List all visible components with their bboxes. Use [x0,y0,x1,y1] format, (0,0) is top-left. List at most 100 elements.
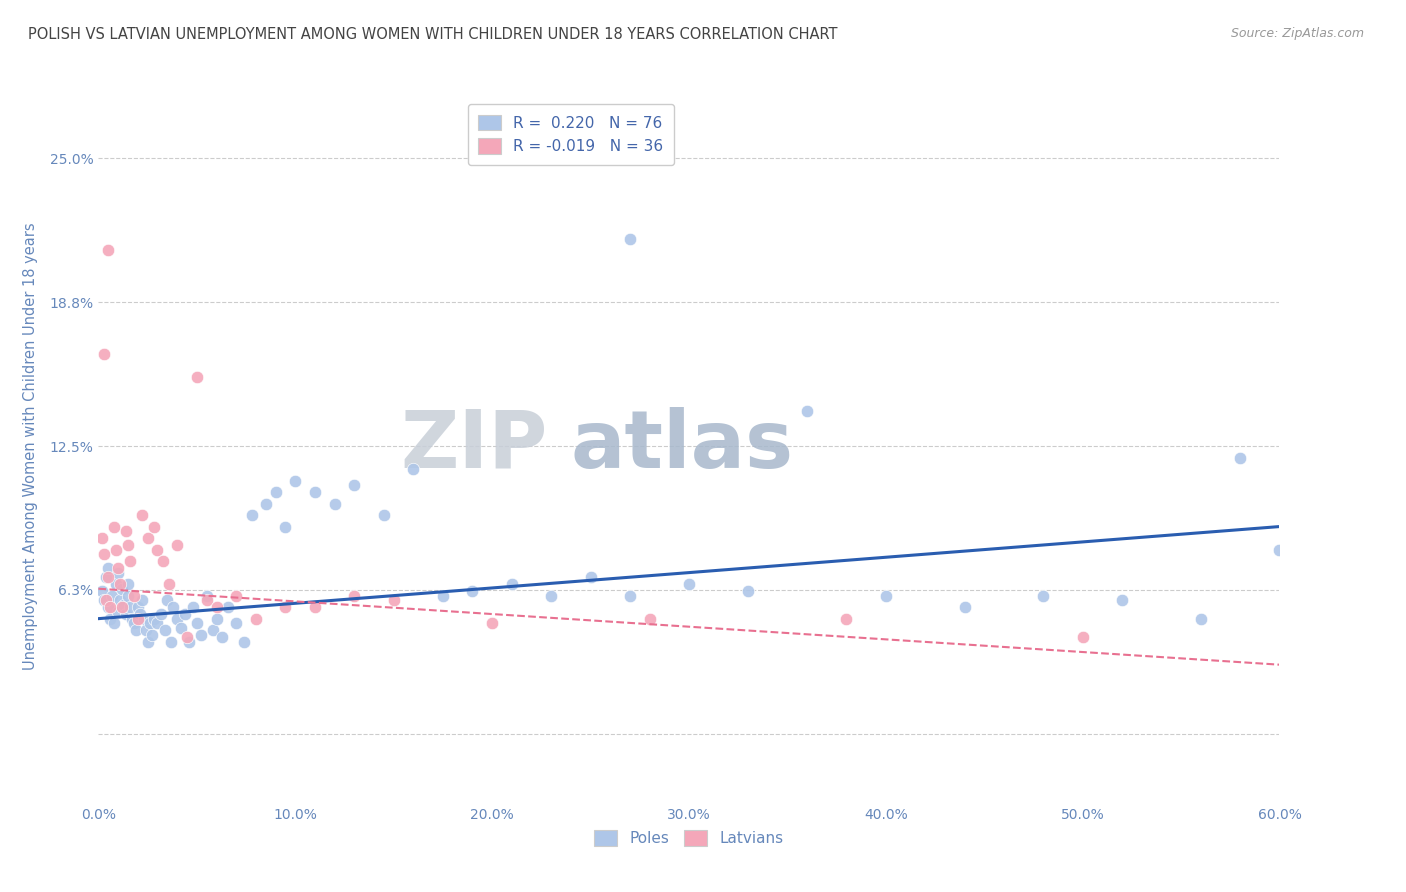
Point [1268,542,1291,557]
Y-axis label: Unemployment Among Women with Children Under 18 years: Unemployment Among Women with Children U… [24,222,38,670]
Point [108,577,131,591]
Point [195,589,218,603]
Point [304,600,326,615]
Point [402,462,425,476]
Point [160,634,183,648]
Point [166,538,188,552]
Point [96,593,118,607]
Point [122,616,145,631]
Point [141,628,163,642]
Point [176,630,198,644]
Point [91,584,114,599]
Point [737,584,759,599]
Point [131,593,153,607]
Point [343,589,366,603]
Point [205,612,228,626]
Point [835,612,858,626]
Point [162,600,184,615]
Point [678,577,700,591]
Point [101,589,124,603]
Point [118,554,141,568]
Point [136,531,159,545]
Point [323,497,346,511]
Point [150,607,173,621]
Point [97,570,120,584]
Point [240,508,263,522]
Point [373,508,395,522]
Point [107,605,129,619]
Point [274,519,297,533]
Point [152,554,174,568]
Point [382,593,405,607]
Point [107,561,129,575]
Point [274,600,297,615]
Point [117,589,139,603]
Point [111,582,134,596]
Point [619,589,641,603]
Point [1111,593,1133,607]
Point [103,519,125,533]
Point [638,612,661,626]
Point [146,542,169,557]
Point [107,566,129,580]
Point [125,623,148,637]
Point [501,577,523,591]
Point [91,531,114,545]
Point [170,621,193,635]
Point [122,589,145,603]
Point [97,600,120,615]
Point [1071,630,1094,644]
Point [190,628,212,642]
Point [195,593,218,607]
Point [142,612,165,626]
Point [245,612,267,626]
Point [138,616,160,631]
Point [155,623,177,637]
Text: ZIP: ZIP [399,407,547,485]
Point [619,232,641,246]
Point [225,589,247,603]
Point [186,370,208,384]
Point [128,607,150,621]
Point [117,538,139,552]
Point [118,600,141,615]
Point [97,244,120,258]
Point [103,616,125,631]
Point [112,598,135,612]
Point [1189,612,1212,626]
Point [432,589,454,603]
Point [181,600,204,615]
Point [97,561,120,575]
Point [186,616,208,631]
Point [93,347,115,361]
Point [117,577,139,591]
Text: POLISH VS LATVIAN UNEMPLOYMENT AMONG WOMEN WITH CHILDREN UNDER 18 YEARS CORRELAT: POLISH VS LATVIAN UNEMPLOYMENT AMONG WOM… [28,27,838,42]
Point [211,630,233,644]
Point [135,623,157,637]
Point [105,577,128,591]
Point [146,616,169,631]
Point [166,612,188,626]
Point [284,474,307,488]
Point [343,478,366,492]
Point [579,570,602,584]
Point [177,634,200,648]
Point [174,607,197,621]
Point [875,589,897,603]
Point [132,612,155,626]
Legend: Poles, Latvians: Poles, Latvians [588,824,790,852]
Point [254,497,277,511]
Point [953,600,976,615]
Point [1229,450,1251,465]
Point [93,593,115,607]
Point [304,485,326,500]
Point [1032,589,1054,603]
Point [111,600,134,615]
Point [156,593,179,607]
Point [127,600,149,615]
Point [136,634,159,648]
Point [233,634,256,648]
Point [461,584,484,599]
Point [108,593,131,607]
Point [264,485,287,500]
